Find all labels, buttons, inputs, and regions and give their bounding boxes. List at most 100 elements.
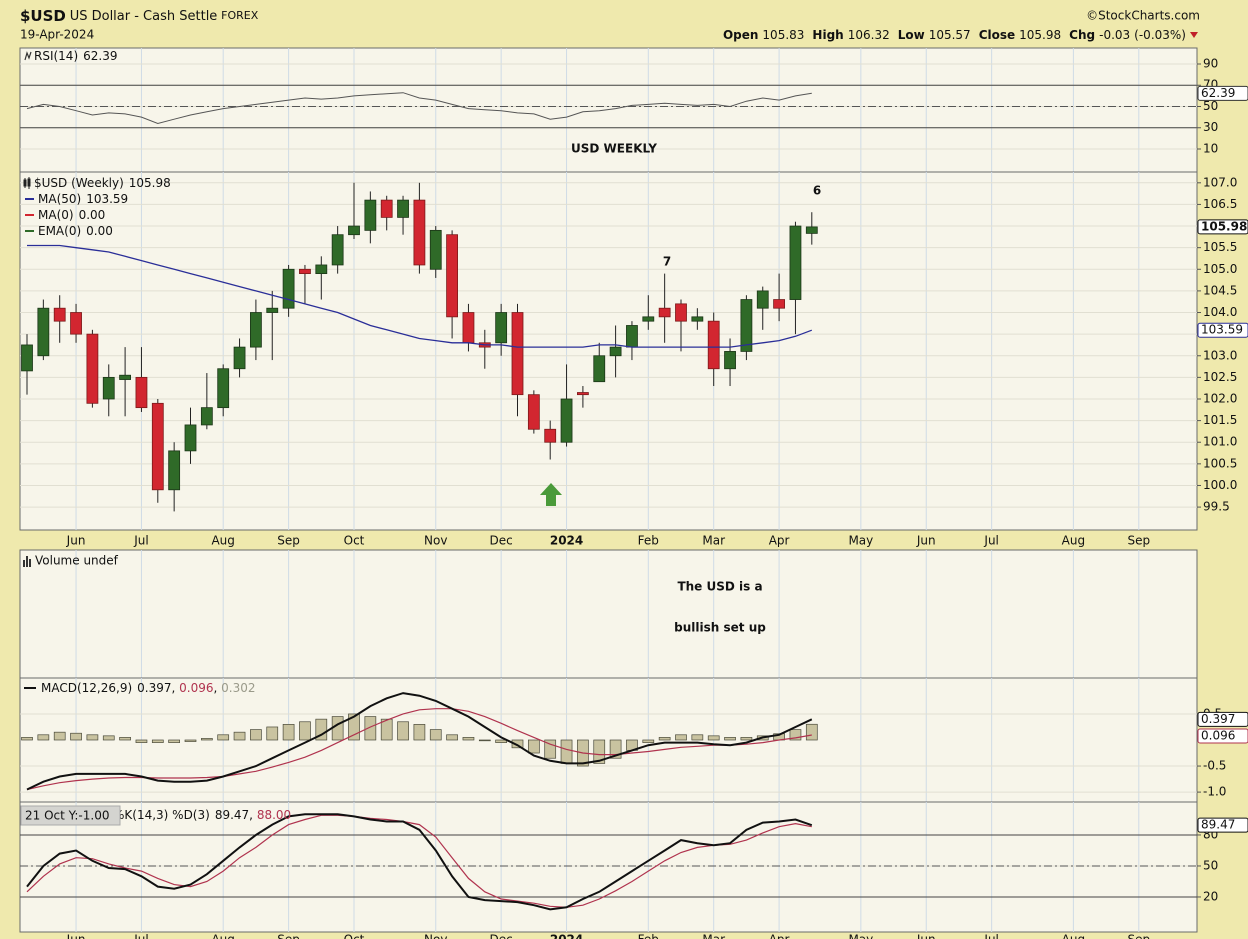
histogram-bar [527,739,540,754]
histogram-bar [560,739,573,764]
candle-body [642,316,655,322]
legend-name: RSI(14) [34,49,78,63]
histogram-bar [37,734,50,741]
value-tag [1197,219,1248,235]
y-tick-label: 20 [1203,889,1218,903]
histogram-bar [233,731,246,741]
x-tick-label: Mar [702,534,725,548]
histogram-bar [151,739,164,743]
histogram-bar [397,721,409,741]
cursor-box [20,805,121,826]
candle-body [560,398,573,443]
y-tick-label: 104.5 [1203,283,1237,297]
quote: Open 105.83 High 106.32 Low 105.57 Close 105.98… [723,28,1186,42]
y-tick-label: 50 [1203,99,1218,113]
candle-body [217,368,230,409]
histogram-bar [724,737,736,741]
legend-value: 103.59 [86,192,128,206]
legend-value: 0.302 [221,681,255,695]
legend-entry: RSI(14) 62.39 [34,49,118,63]
x-tick-label: Jul [983,534,998,548]
y-tick-label: 105.0 [1203,262,1237,276]
legend-value: 0.00 [86,224,113,238]
change-arrow [1190,32,1198,38]
candle-body [151,402,164,491]
value-tag-label: 62.39 [1201,86,1235,100]
candle-body [315,264,328,275]
y-tick-label: 100.5 [1203,456,1237,470]
x-tick-label: Sep [277,933,300,939]
candle-body [233,346,246,370]
histogram-bar [266,726,279,741]
value-tag-label: 0.397 [1201,712,1235,726]
annotation: 6 [813,184,821,198]
legend-name: MA(0) [38,208,74,222]
histogram-bar [593,739,606,764]
histogram-bar [331,716,344,741]
histogram-bar [348,713,360,741]
x-tick-label: May [848,534,873,548]
legend-name: MACD(12,26,9) [41,681,132,695]
histogram-bar [805,723,818,741]
legend-separator: , [249,808,257,822]
histogram-bar [119,737,131,741]
candle-body [119,374,131,380]
candle-body [249,312,262,348]
value-tag-label: 0.096 [1201,729,1235,743]
y-tick-label: 102.5 [1203,370,1237,384]
candle-body [462,312,475,344]
candle-body [675,303,687,322]
y-tick-label: 50 [1203,858,1218,872]
legend-value: 62.39 [83,49,117,63]
panel-title: Volume undef [35,554,119,568]
candle-body [397,199,409,218]
histogram-bar [642,739,655,743]
y-tick-label: -0.5 [1203,759,1226,773]
panel [19,677,1198,803]
legend-value: 88.00 [257,808,291,822]
candle-body [53,307,66,322]
x-tick-label: Nov [424,933,447,939]
histogram-bar [201,738,213,741]
x-tick-label: Mar [702,933,725,939]
histogram-bar [168,739,180,743]
legend-icon [24,51,32,61]
candle-body [413,199,426,266]
histogram-bar [135,739,148,743]
candle-body [707,320,720,370]
y-tick-label: 106.5 [1203,197,1237,211]
x-tick-label: Jun [916,933,936,939]
y-tick-label: 101.0 [1203,435,1237,449]
histogram-bar [740,737,753,741]
histogram-bar [250,729,262,741]
histogram-bar [429,729,442,741]
instrument-name: US Dollar - Cash Settle [70,9,218,24]
quote-label: Chg [1069,28,1095,42]
quote-value: 106.32 [848,28,890,42]
x-tick-label: Sep [1127,534,1150,548]
histogram-bar [478,739,491,742]
x-tick-label: Sep [277,534,300,548]
legend-name: EMA(0) [38,224,81,238]
candle-body [773,299,785,309]
legend-value: 105.98 [129,176,171,190]
value-tag-label: 103.59 [1201,323,1243,337]
histogram-bar [70,732,82,741]
candle-body [184,424,197,452]
quote-label: Close [979,28,1015,42]
histogram-bar [511,739,524,749]
y-tick-label: 90 [1203,57,1218,71]
legend-separator: , [214,681,222,695]
candle-body [593,355,606,383]
candle-body [544,428,557,443]
y-tick-label: 100.0 [1203,478,1237,492]
candle-body [282,268,295,309]
histogram-bar [658,737,671,741]
histogram-bar [21,737,33,741]
quote-value: 105.98 [1019,28,1061,42]
legend-entry: EMA(0) 0.00 [38,224,113,238]
series-line [26,92,812,125]
y-tick-label: 104.0 [1203,305,1237,319]
candle-body [200,407,213,426]
candle-body [331,234,344,266]
